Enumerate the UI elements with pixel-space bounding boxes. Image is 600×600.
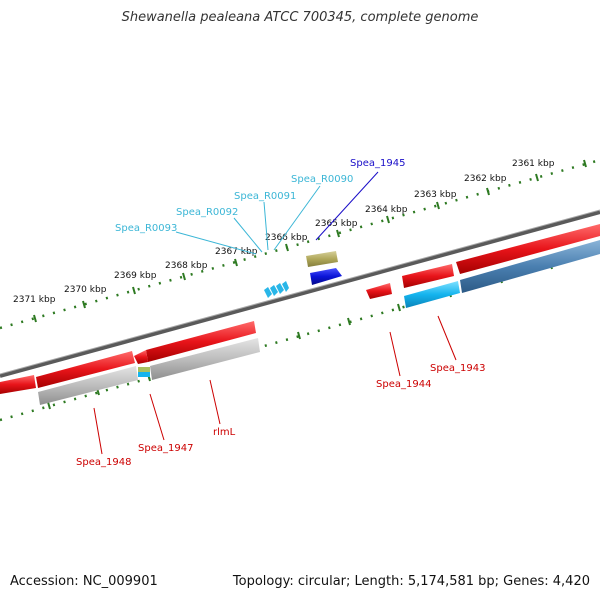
spea-1943-gene[interactable] <box>404 281 460 308</box>
leader-spea-1943 <box>437 315 457 361</box>
reverse-strand-genes <box>0 224 600 405</box>
label-spea-1943[interactable]: Spea_1943 <box>430 363 485 374</box>
steel-blue-gene[interactable] <box>460 240 600 293</box>
scale-label-2370: 2370 kbp <box>64 285 107 295</box>
label-spea-r0092[interactable]: Spea_R0092 <box>176 207 238 218</box>
genome-summary-text: Topology: circular; Length: 5,174,581 bp… <box>232 574 590 589</box>
outer-ruler-major-ticks <box>33 159 587 323</box>
scale-label-2362: 2362 kbp <box>464 174 507 184</box>
gene-red-mid-right[interactable] <box>402 264 454 288</box>
scale-labels: 2361 kbp 2362 kbp 2363 kbp 2364 kbp 2365… <box>13 159 555 305</box>
leader-spea-1945 <box>315 171 379 241</box>
label-rlml[interactable]: rlmL <box>213 427 236 438</box>
outer-scale-ruler: 2361 kbp 2362 kbp 2363 kbp 2364 kbp 2365… <box>0 158 600 330</box>
spea-1944-gene[interactable] <box>366 283 392 299</box>
leader-spea-r0090 <box>273 185 321 251</box>
scale-label-2371: 2371 kbp <box>13 295 56 305</box>
leader-spea-r0091 <box>263 201 269 251</box>
scale-label-2366: 2366 kbp <box>265 233 308 243</box>
label-spea-1947[interactable]: Spea_1947 <box>138 443 193 454</box>
forward-strand-genes <box>264 251 342 298</box>
scale-label-2368: 2368 kbp <box>165 261 208 271</box>
scale-label-2364: 2364 kbp <box>365 205 408 215</box>
outer-ruler-dots <box>0 158 600 330</box>
label-spea-r0093[interactable]: Spea_R0093 <box>115 223 177 234</box>
leader-spea-r0093 <box>175 231 257 255</box>
rlml-gene-upper[interactable] <box>146 321 256 362</box>
scale-label-2369: 2369 kbp <box>114 271 157 281</box>
leader-spea-1948 <box>93 407 103 455</box>
label-spea-1944[interactable]: Spea_1944 <box>376 379 431 390</box>
scale-label-2365: 2365 kbp <box>315 219 358 229</box>
rlml-gene[interactable] <box>150 338 260 380</box>
olive-feature[interactable] <box>306 251 338 267</box>
leader-rlml <box>209 379 221 425</box>
leader-spea-r0092 <box>233 217 263 253</box>
leader-spea-1947 <box>149 393 165 441</box>
gene-red-upper-right[interactable] <box>456 224 600 274</box>
small-cyan-feature[interactable] <box>138 372 150 377</box>
leader-spea-1944 <box>389 331 401 377</box>
label-spea-r0091[interactable]: Spea_R0091 <box>234 191 296 202</box>
scale-label-2361: 2361 kbp <box>512 159 555 169</box>
spea-1947-gene[interactable] <box>38 366 138 405</box>
label-spea-1948[interactable]: Spea_1948 <box>76 457 131 468</box>
trna-cluster[interactable] <box>264 281 289 298</box>
genome-backbone <box>0 209 600 378</box>
spea-1948-gene[interactable] <box>36 351 135 388</box>
small-red-gene[interactable] <box>134 350 148 364</box>
scale-label-2363: 2363 kbp <box>414 190 457 200</box>
gene-labels: Spea_1945 Spea_R0090 Spea_R0091 Spea_R00… <box>76 158 485 468</box>
scale-label-2367: 2367 kbp <box>215 247 258 257</box>
accession-text: Accession: NC_009901 <box>10 574 158 589</box>
spea-1945-gene[interactable] <box>310 268 342 285</box>
label-spea-1945[interactable]: Spea_1945 <box>350 158 405 169</box>
label-spea-r0090[interactable]: Spea_R0090 <box>291 174 353 185</box>
small-green-feature[interactable] <box>138 367 150 372</box>
leader-lines <box>93 171 457 455</box>
gene-red-left-edge[interactable] <box>0 375 36 394</box>
genome-title: Shewanella pealeana ATCC 700345, complet… <box>121 10 479 25</box>
